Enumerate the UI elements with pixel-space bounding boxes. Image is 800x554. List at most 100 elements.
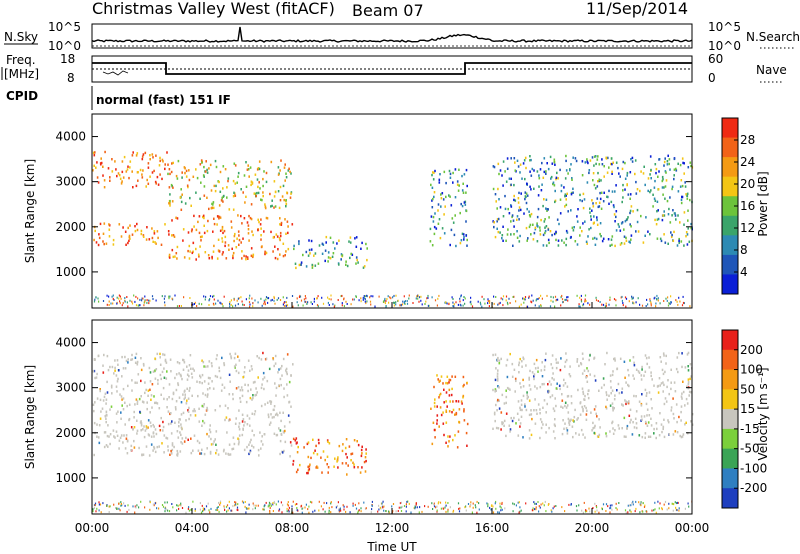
scatter-cell (164, 304, 166, 307)
scatter-cell (279, 185, 282, 189)
scatter-cell (544, 229, 547, 233)
scatter-cell (523, 212, 525, 215)
scatter-cell (685, 235, 687, 238)
scatter-cell (607, 238, 610, 241)
scatter-cell (134, 300, 136, 303)
scatter-cell (592, 421, 594, 425)
scatter-cell (641, 365, 643, 369)
scatter-cell (282, 296, 284, 299)
scatter-cell (471, 305, 474, 308)
scatter-cell (510, 233, 512, 236)
scatter-cell (660, 423, 663, 426)
scatter-cell (506, 233, 509, 236)
scatter-cell (437, 502, 439, 505)
scatter-cell (570, 503, 572, 505)
scatter-cell (157, 379, 159, 382)
scatter-cell (251, 429, 254, 432)
scatter-cell (659, 237, 662, 240)
scatter-cell (180, 504, 182, 507)
scatter-cell (593, 357, 595, 360)
scatter-cell (559, 212, 562, 215)
scatter-cell (328, 509, 330, 512)
scatter-cell (687, 166, 690, 169)
scatter-cell (688, 240, 691, 243)
scatter-cell (536, 222, 538, 225)
scatter-cell (271, 204, 273, 208)
scatter-cell (93, 154, 96, 157)
scatter-cell (112, 297, 114, 300)
scatter-cell (242, 237, 244, 240)
scatter-cell (276, 414, 279, 417)
velocity-colorbar-label: Velocity [m s⁻¹] (756, 367, 770, 460)
scatter-cell (445, 400, 447, 403)
scatter-cell (118, 507, 120, 510)
scatter-cell (564, 382, 567, 385)
scatter-cell (288, 506, 290, 509)
scatter-cell (407, 500, 409, 503)
colorbar-tick-label: 50 (740, 382, 755, 396)
scatter-cell (228, 373, 231, 376)
scatter-cell (111, 295, 113, 298)
scatter-cell (687, 378, 690, 381)
scatter-cell (152, 370, 155, 373)
scatter-cell (127, 384, 129, 388)
scatter-cell (242, 303, 244, 306)
scatter-cell (686, 353, 689, 356)
scatter-cell (327, 251, 330, 254)
scatter-cell (525, 502, 527, 505)
scatter-cell (291, 223, 294, 226)
scatter-cell (139, 304, 141, 307)
scatter-cell (193, 369, 195, 372)
scatter-cell (519, 422, 522, 425)
scatter-cell (292, 437, 295, 441)
scatter-cell (204, 170, 207, 173)
colorbar-segment (722, 468, 738, 489)
scatter-cell (510, 416, 512, 420)
scatter-cell (205, 365, 207, 368)
scatter-cell (590, 218, 592, 221)
scatter-cell (277, 173, 280, 176)
scatter-cell (678, 509, 680, 512)
scatter-cell (427, 294, 429, 297)
scatter-cell (250, 365, 253, 368)
scatter-cell (502, 215, 505, 218)
scatter-cell (665, 171, 667, 174)
scatter-cell (502, 160, 505, 163)
colorbar-tick-label: -200 (740, 481, 767, 495)
scatter-cell (358, 509, 360, 512)
scatter-cell (210, 362, 213, 365)
scatter-cell (162, 420, 164, 424)
scatter-cell (626, 171, 629, 175)
scatter-cell (266, 217, 269, 220)
scatter-cell (258, 356, 260, 360)
scatter-cell (546, 294, 548, 297)
scatter-cell (564, 404, 566, 408)
scatter-cell (280, 433, 283, 436)
scatter-cell (244, 366, 246, 369)
scatter-cell (518, 305, 520, 308)
scatter-cell (94, 229, 96, 233)
scatter-cell (182, 411, 185, 415)
scatter-cell (335, 506, 337, 509)
scatter-cell (330, 502, 332, 505)
scatter-cell (499, 301, 501, 304)
scatter-cell (229, 352, 231, 356)
scatter-cell (519, 171, 521, 174)
scatter-cell (206, 406, 208, 410)
scatter-cell (508, 177, 511, 180)
scatter-cell (277, 190, 280, 193)
scatter-cell (383, 509, 385, 512)
scatter-cell (106, 504, 108, 507)
scatter-cell (684, 507, 686, 510)
scatter-cell (227, 179, 229, 183)
scatter-cell (523, 301, 525, 304)
scatter-cell (572, 156, 574, 159)
scatter-cell (598, 433, 601, 437)
scatter-cell (511, 362, 514, 366)
scatter-cell (601, 239, 604, 243)
scatter-cell (186, 399, 188, 402)
scatter-cell (206, 408, 209, 412)
scatter-cell (245, 511, 247, 514)
scatter-cell (279, 299, 282, 301)
scatter-cell (614, 220, 616, 223)
